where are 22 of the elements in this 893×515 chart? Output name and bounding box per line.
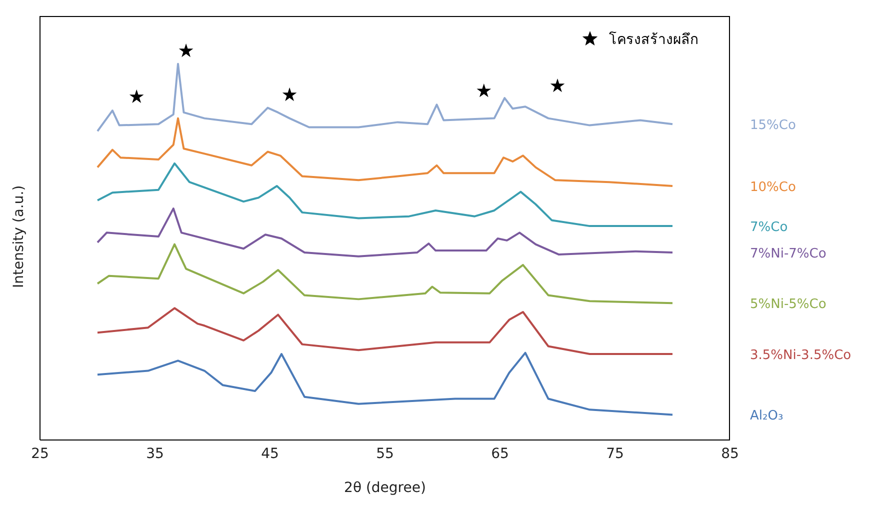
x-tick-label: 85: [721, 446, 739, 462]
point: [129, 89, 144, 104]
text: 3.5%Ni-3.5%Co: [750, 348, 852, 364]
point: [476, 84, 492, 98]
x-tick-label: 55: [376, 446, 394, 462]
legend-label: โครงสร้างผลึก: [609, 30, 698, 50]
y-axis-title: Intensity (a.u.): [10, 185, 27, 288]
text: 7%Ni-7%Co: [750, 246, 826, 262]
text: Al₂O₃: [750, 408, 784, 424]
x-tick-label: 45: [261, 446, 279, 462]
x-tick-label: 65: [491, 446, 509, 462]
point: [282, 87, 297, 102]
point: [178, 43, 194, 58]
text: 5%Ni-5%Co: [750, 297, 826, 312]
text: 15%Co: [750, 118, 796, 134]
x-axis-title: 2θ (degree): [344, 480, 426, 496]
point: [550, 78, 565, 92]
text: 10%Co: [750, 180, 796, 195]
x-tick-label: 35: [146, 446, 164, 462]
x-tick-label: 25: [31, 446, 49, 462]
x-tick-label: 75: [606, 446, 624, 462]
text: 7%Co: [750, 220, 788, 236]
